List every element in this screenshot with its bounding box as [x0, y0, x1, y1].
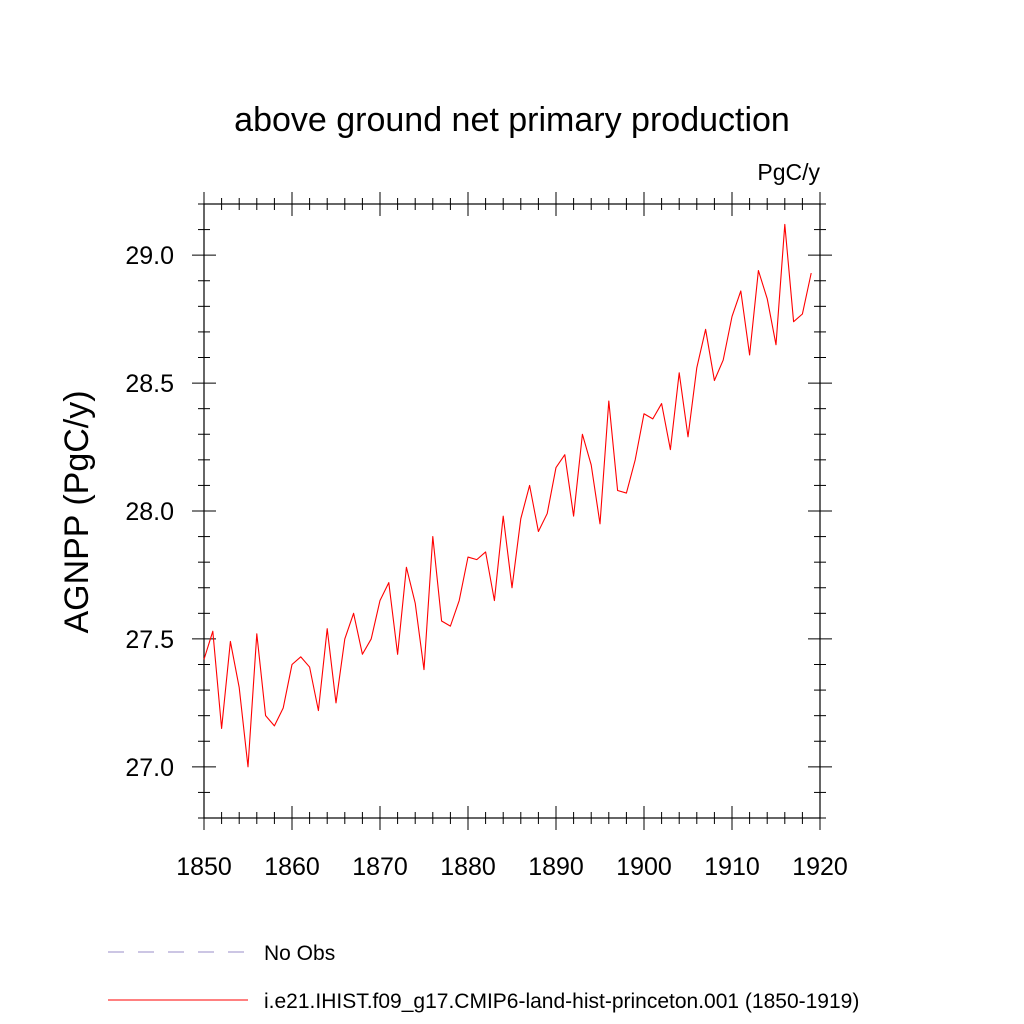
y-tick-label: 27.5	[125, 626, 174, 654]
series-line	[203, 223, 812, 768]
x-tick-label: 1920	[792, 853, 848, 881]
legend-label: No Obs	[264, 942, 335, 965]
legend: No Obs i.e21.IHIST.f09_g17.CMIP6-land-his…	[108, 942, 859, 1013]
x-tick-label: 1880	[440, 853, 496, 881]
y-tick-label: 28.0	[125, 498, 174, 526]
y-tick-label: 27.0	[125, 754, 174, 782]
x-tick-label: 1910	[704, 853, 760, 881]
x-tick-label: 1850	[176, 853, 232, 881]
x-tick-label: 1900	[616, 853, 672, 881]
units-label: PgC/y	[757, 159, 820, 185]
tick-labels: 1850 1860 1870 1880 1890 1900 1910 1920 27.0 27.5…	[125, 242, 847, 881]
chart-title: above ground net primary production	[234, 101, 790, 139]
legend-label: i.e21.IHIST.f09_g17.CMIP6-land-hist-prin…	[264, 990, 859, 1013]
y-axis-title: AGNPP (PgC/y)	[58, 390, 96, 633]
x-tick-label: 1870	[352, 853, 408, 881]
axis-ticks	[192, 192, 832, 830]
x-tick-label: 1890	[528, 853, 584, 881]
x-tick-label: 1860	[264, 853, 320, 881]
plot-frame	[203, 203, 821, 819]
y-tick-label: 28.5	[125, 370, 174, 398]
y-tick-label: 29.0	[125, 242, 174, 270]
series-group	[203, 223, 812, 768]
